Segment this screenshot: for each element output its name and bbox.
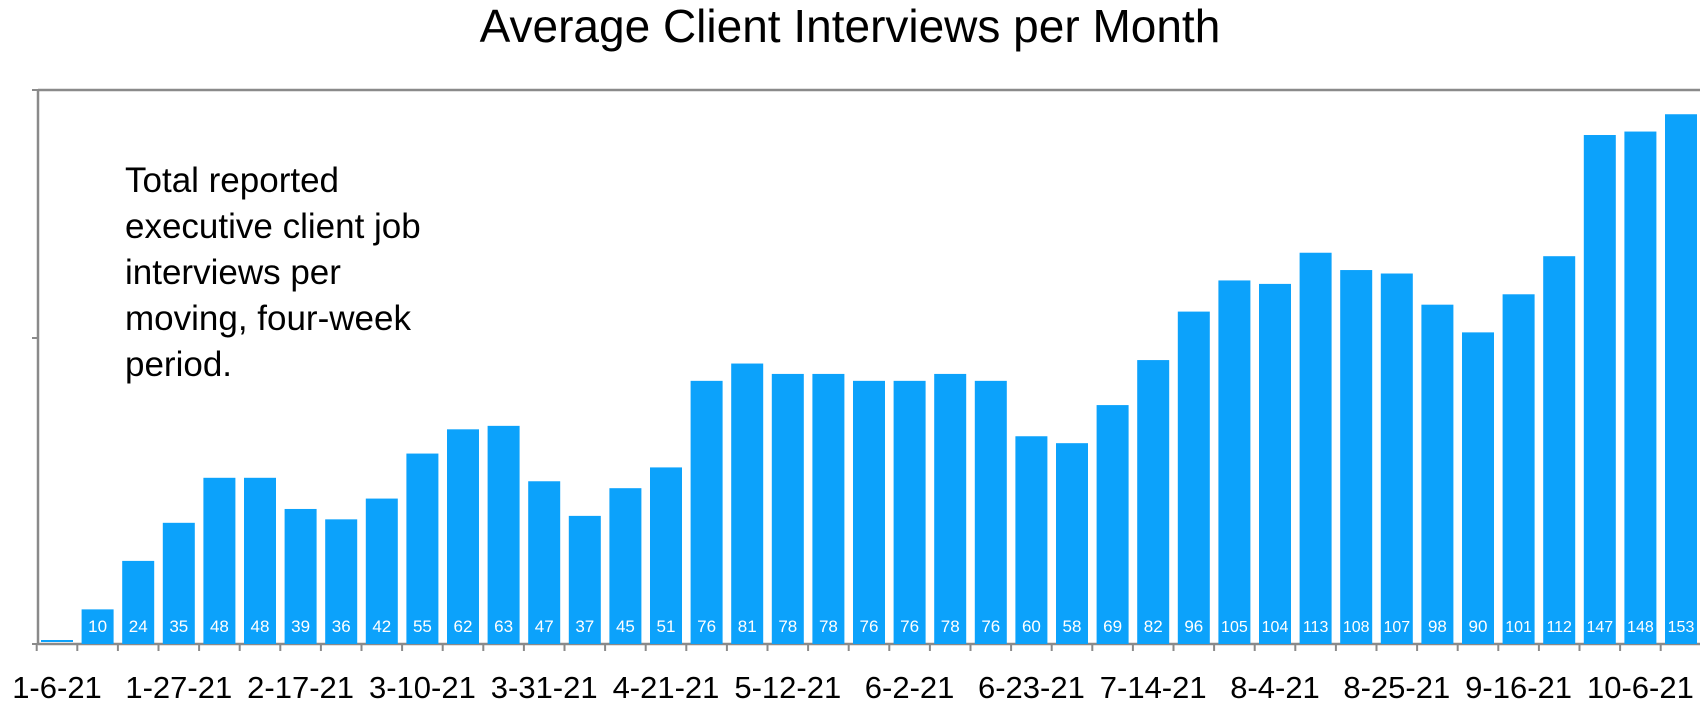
- bar: [1299, 252, 1332, 645]
- data-label: 108: [1343, 619, 1370, 636]
- x-tick-label: 1-27-21: [125, 670, 232, 700]
- bar: [1177, 311, 1210, 644]
- data-label: 35: [169, 617, 188, 636]
- bar: [650, 467, 682, 644]
- bar: [1340, 270, 1373, 644]
- bar: [1583, 135, 1616, 644]
- bar: [812, 373, 845, 644]
- bar: [1137, 360, 1170, 644]
- bar: [284, 508, 317, 644]
- bar: [244, 477, 276, 644]
- bar: [1096, 405, 1129, 644]
- data-label: 51: [657, 617, 676, 636]
- data-label: 78: [778, 617, 797, 636]
- data-label: 47: [535, 617, 554, 636]
- data-label: 45: [616, 617, 635, 636]
- data-label: 78: [941, 617, 960, 636]
- data-label: 69: [1103, 617, 1122, 636]
- data-label: 105: [1221, 619, 1248, 636]
- x-tick-label: 9-16-21: [1465, 670, 1572, 700]
- data-label: 98: [1428, 617, 1447, 636]
- x-tick-label: 1-6-21: [12, 670, 102, 700]
- x-tick-label: 5-12-21: [734, 670, 841, 700]
- bar: [325, 519, 358, 644]
- bar: [853, 380, 885, 644]
- data-label: 48: [251, 617, 270, 636]
- bar: [934, 373, 967, 644]
- bar: [1502, 294, 1535, 644]
- bar: [487, 425, 520, 644]
- x-tick-label: 6-23-21: [978, 670, 1085, 700]
- chart-annotation: Total reported executive client job inte…: [125, 161, 421, 384]
- x-tick-label: 6-2-21: [865, 670, 955, 700]
- bar: [528, 481, 561, 644]
- data-label: 42: [372, 617, 391, 636]
- data-label: 58: [1063, 617, 1082, 636]
- data-label: 90: [1469, 617, 1488, 636]
- x-tick-label: 2-17-21: [247, 670, 354, 700]
- data-label: 76: [900, 617, 919, 636]
- bar: [365, 498, 398, 644]
- bar: [893, 380, 926, 644]
- data-label: 60: [1022, 617, 1041, 636]
- bar: [568, 515, 601, 644]
- bar: [81, 609, 114, 644]
- x-tick-label: 8-4-21: [1230, 670, 1320, 700]
- bar: [1218, 280, 1251, 644]
- x-tick-label: 10-6-21: [1587, 670, 1694, 700]
- data-label: 147: [1586, 619, 1613, 636]
- data-label: 112: [1546, 619, 1572, 636]
- bar: [162, 522, 195, 644]
- x-tick-label: 3-31-21: [491, 670, 598, 700]
- x-tick-label: 8-25-21: [1343, 670, 1450, 700]
- x-tick-label: 7-14-21: [1100, 670, 1207, 700]
- data-label: 10: [88, 617, 107, 636]
- bar: [1624, 131, 1657, 645]
- data-label: 78: [819, 617, 838, 636]
- bar: [1543, 256, 1576, 644]
- bar: [1056, 443, 1088, 644]
- bar: [203, 477, 236, 644]
- bar: [122, 560, 155, 644]
- data-label: 39: [291, 617, 310, 636]
- bar: [609, 488, 642, 644]
- data-label: 63: [494, 617, 513, 636]
- data-label: 62: [454, 617, 473, 636]
- x-tick-label: 3-10-21: [369, 670, 476, 700]
- bar: [1259, 283, 1291, 644]
- chart-title: Average Client Interviews per Month: [479, 0, 1221, 52]
- data-label: 36: [332, 617, 351, 636]
- bar: [974, 380, 1007, 644]
- data-label: 104: [1262, 619, 1289, 636]
- bar: [771, 373, 804, 644]
- bar: [406, 453, 439, 644]
- data-label: 55: [413, 617, 432, 636]
- bar: [1665, 114, 1697, 645]
- bar: [1421, 304, 1454, 644]
- data-label: 37: [575, 617, 594, 636]
- bar: [1462, 332, 1494, 644]
- bar: [731, 363, 764, 644]
- data-label: 153: [1668, 619, 1695, 636]
- bar: [1015, 436, 1048, 644]
- x-tick-label: 4-21-21: [613, 670, 720, 700]
- data-label: 48: [210, 617, 229, 636]
- data-label: 96: [1184, 617, 1203, 636]
- data-label: 81: [738, 617, 757, 636]
- data-label: 113: [1303, 619, 1329, 636]
- data-label: 76: [860, 617, 879, 636]
- bar: [447, 429, 479, 644]
- data-label: 148: [1627, 619, 1654, 636]
- data-label: 107: [1383, 619, 1410, 636]
- data-label: 76: [697, 617, 716, 636]
- data-label: 82: [1144, 617, 1163, 636]
- data-label: 76: [981, 617, 1000, 636]
- data-label: 24: [129, 617, 148, 636]
- data-label: 101: [1505, 619, 1532, 636]
- bar: [1380, 273, 1413, 644]
- bar: [690, 380, 723, 644]
